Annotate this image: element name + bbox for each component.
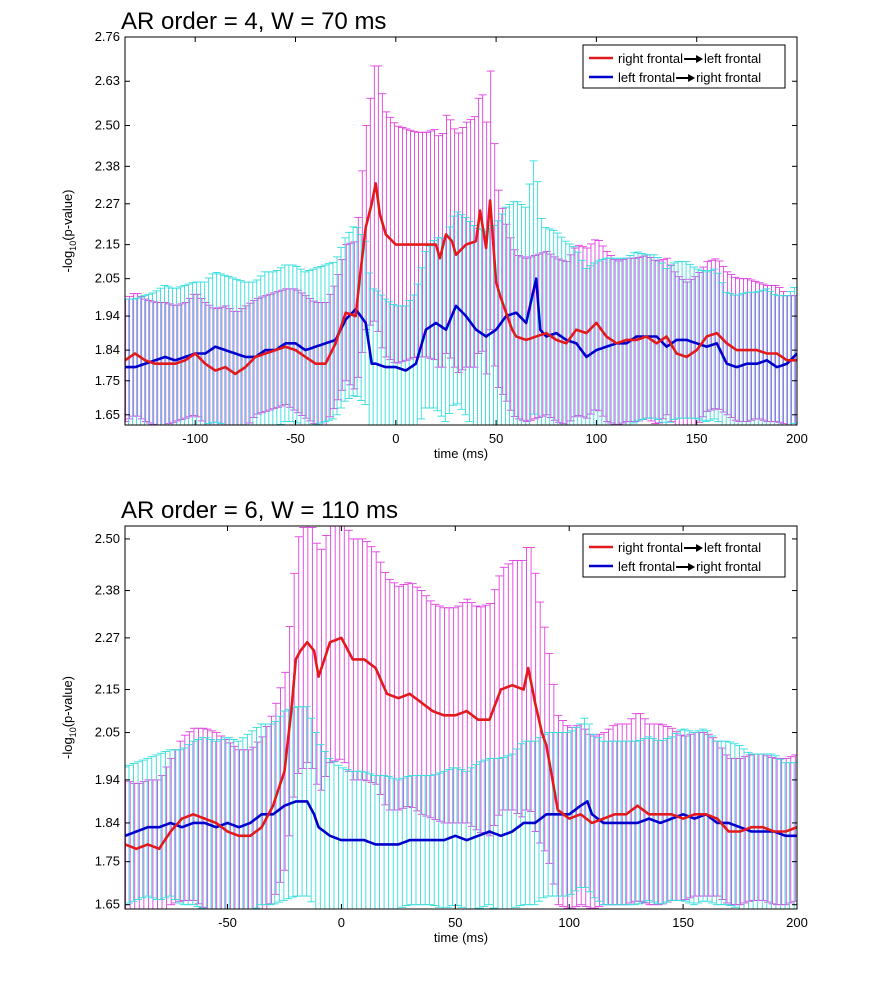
y-axis-label-main: -log xyxy=(60,737,75,759)
y-tick-label: 2.50 xyxy=(95,117,120,132)
x-axis: -50 0 50 100 150 200 time (ms) xyxy=(218,526,808,945)
plot-clip-group xyxy=(125,65,797,425)
chart-title: AR order = 4, W = 70 ms xyxy=(121,8,387,35)
legend-label-target: right frontal xyxy=(696,559,761,574)
x-tick-label: -100 xyxy=(182,431,208,446)
y-tick-label: 1.84 xyxy=(95,815,120,830)
legend-box xyxy=(582,44,786,89)
x-tick-label: 50 xyxy=(489,431,503,446)
legend-item-left-to-right: left frontal right frontal xyxy=(589,70,761,85)
y-tick-label: 2.76 xyxy=(95,29,120,44)
x-tick-label: 150 xyxy=(686,431,708,446)
x-tick-label: 200 xyxy=(786,915,808,930)
y-axis: 1.65 1.75 1.84 1.94 2.05 2.15 2.27 2.38 2.50 2.63… xyxy=(60,29,797,422)
chart-title: AR order = 6, W = 110 ms xyxy=(121,497,398,524)
errorbar-group-right-to-left xyxy=(125,526,797,909)
legend-label-target: left frontal xyxy=(704,51,761,66)
y-tick-label: 2.38 xyxy=(95,583,120,598)
plot-area xyxy=(125,65,797,425)
legend-label-target: left frontal xyxy=(704,540,761,555)
x-tick-label: -50 xyxy=(286,431,305,446)
y-tick-label: 1.65 xyxy=(95,897,120,912)
y-tick-label: 2.50 xyxy=(95,531,120,546)
y-tick-label: 1.94 xyxy=(95,308,120,323)
y-tick-label: 1.75 xyxy=(95,854,120,869)
x-tick-label: 100 xyxy=(558,915,580,930)
y-tick-label: 2.38 xyxy=(95,158,120,173)
legend-box xyxy=(582,533,786,578)
series-line-left-to-right xyxy=(125,277,797,372)
chart-panel-ar6: AR order = 6, W = 110 ms -50 0 50 100 150 200… xyxy=(0,489,885,978)
errorbar-group-left-to-right xyxy=(125,706,797,909)
y-tick-label: 2.15 xyxy=(95,682,120,697)
legend-item-right-to-left: right frontal left frontal xyxy=(589,540,761,555)
y-tick-label: 1.84 xyxy=(95,342,120,357)
x-tick-label: 0 xyxy=(392,431,399,446)
chart-svg: -50 0 50 100 150 200 time (ms) 1.65 1.75 1.84 1.94… xyxy=(60,525,808,945)
chart-svg: -100 -50 0 50 100 150 200 time (ms) 1.65 1.75 1.84… xyxy=(60,29,808,461)
y-tick-label: 1.75 xyxy=(95,373,120,388)
series-line-right-to-left xyxy=(125,636,797,851)
y-tick-label: 2.15 xyxy=(95,237,120,252)
x-tick-label: 100 xyxy=(586,431,608,446)
axes-box xyxy=(124,525,798,910)
y-axis-label-main: -log xyxy=(60,251,75,273)
y-axis-label: -log10(p-value) xyxy=(60,190,78,273)
y-axis: 1.65 1.75 1.84 1.94 2.05 2.15 2.27 2.38 2.50 -log… xyxy=(60,531,797,912)
y-axis-label-tail: (p-value) xyxy=(60,190,75,241)
plot-area xyxy=(125,526,797,909)
x-tick-label: 0 xyxy=(338,915,345,930)
series-line-right-to-left xyxy=(125,182,797,376)
legend-arrow-icon xyxy=(696,55,704,63)
chart-panel-ar4: AR order = 4, W = 70 ms -100 -50 0 50 100 150… xyxy=(0,0,885,489)
legend-label-source: right frontal xyxy=(618,540,683,555)
y-tick-label: 2.63 xyxy=(95,73,120,88)
y-axis-label: -log10(p-value) xyxy=(60,676,78,759)
series-line-left-to-right xyxy=(125,800,797,846)
legend-arrow-icon xyxy=(696,544,704,552)
x-tick-label: 50 xyxy=(448,915,462,930)
x-tick-label: -50 xyxy=(218,915,237,930)
y-tick-label: 1.65 xyxy=(95,407,120,422)
y-tick-label: 2.27 xyxy=(95,196,120,211)
x-axis-label: time (ms) xyxy=(434,930,488,945)
legend-arrow-icon xyxy=(688,74,696,82)
legend-item-right-to-left: right frontal left frontal xyxy=(589,51,761,66)
legend-label-target: right frontal xyxy=(696,70,761,85)
x-tick-label: 200 xyxy=(786,431,808,446)
y-axis-label-subscript: 10 xyxy=(68,727,78,737)
y-axis-label-tail: (p-value) xyxy=(60,676,75,727)
x-axis: -100 -50 0 50 100 150 200 time (ms) xyxy=(182,37,808,461)
legend-item-left-to-right: left frontal right frontal xyxy=(589,559,761,574)
y-tick-label: 2.05 xyxy=(95,725,120,740)
legend-label-source: right frontal xyxy=(618,51,683,66)
legend-label-source: left frontal xyxy=(618,70,675,85)
x-tick-label: 150 xyxy=(672,915,694,930)
plot-clip-group xyxy=(125,526,797,909)
y-axis-label-subscript: 10 xyxy=(68,241,78,251)
y-tick-label: 2.27 xyxy=(95,630,120,645)
x-axis-label: time (ms) xyxy=(434,446,488,461)
axes-box xyxy=(124,36,798,426)
y-tick-label: 2.05 xyxy=(95,271,120,286)
legend-arrow-icon xyxy=(688,563,696,571)
y-tick-label: 1.94 xyxy=(95,772,120,787)
legend-label-source: left frontal xyxy=(618,559,675,574)
